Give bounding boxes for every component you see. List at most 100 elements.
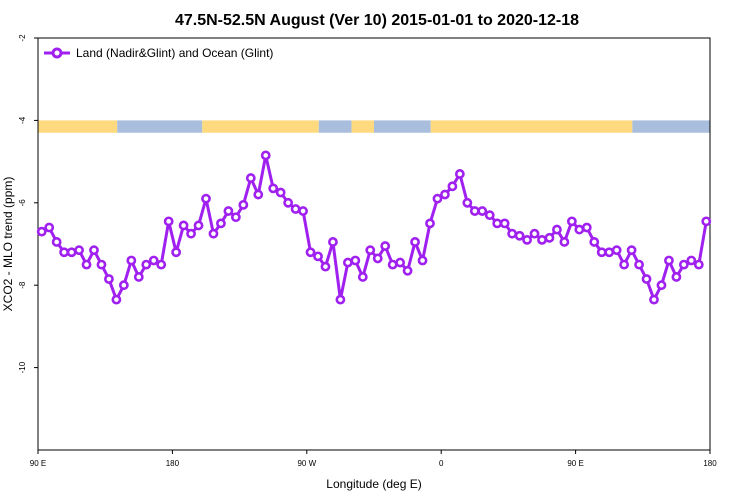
data-point	[634, 259, 644, 270]
band-segment-land	[38, 120, 118, 133]
data-point	[104, 274, 114, 284]
data-point	[328, 237, 338, 247]
data-point	[581, 222, 592, 233]
data-point	[275, 187, 286, 198]
data-point	[51, 237, 62, 247]
y-tick-label: -8	[18, 281, 27, 289]
data-point	[298, 206, 308, 216]
chart-title: 47.5N-52.5N August (Ver 10) 2015-01-01 t…	[175, 12, 579, 29]
data-point	[440, 189, 450, 200]
data-point	[693, 259, 704, 270]
data-point	[290, 204, 301, 214]
legend: Land (Nadir&Glint) and Ocean (Glint)	[44, 46, 273, 60]
data-point	[469, 206, 480, 216]
data-point	[342, 257, 353, 268]
data-point	[462, 197, 473, 208]
data-point	[335, 294, 346, 305]
data-point	[566, 216, 577, 227]
data-point	[59, 247, 70, 258]
data-point	[425, 218, 435, 229]
data-point	[507, 228, 518, 239]
data-point	[402, 265, 413, 276]
data-point	[96, 259, 107, 270]
data-point	[357, 272, 368, 282]
data-point	[678, 259, 689, 270]
data-point	[387, 259, 398, 270]
data-point	[641, 274, 652, 284]
data-point	[238, 199, 249, 210]
data-point	[216, 218, 226, 229]
band-segment-ocean	[374, 120, 431, 133]
data-point	[268, 183, 279, 194]
data-point	[626, 245, 637, 256]
data-point	[686, 255, 697, 266]
data-point	[664, 255, 674, 266]
y-tick-label: -4	[18, 116, 27, 124]
series-layer	[36, 150, 712, 305]
band-segment-land	[202, 120, 319, 133]
data-point	[372, 253, 383, 264]
data-point	[111, 294, 122, 305]
data-point	[529, 228, 540, 239]
data-point	[477, 206, 488, 216]
data-point	[417, 255, 428, 266]
data-point	[432, 193, 443, 204]
y-tick-label: -10	[18, 361, 27, 373]
y-axis: -2 -4 -6 -8 -10	[18, 34, 38, 373]
data-point	[223, 206, 234, 216]
x-tick-label: 90 E	[30, 459, 46, 468]
land-ocean-band	[38, 120, 710, 133]
data-point	[171, 247, 182, 258]
data-point	[365, 245, 376, 256]
data-point	[208, 228, 219, 239]
y-tick-label: -6	[18, 199, 27, 207]
data-point	[671, 272, 682, 282]
data-point	[649, 294, 659, 305]
data-point	[537, 234, 547, 245]
data-point	[611, 245, 622, 256]
data-point	[163, 216, 174, 227]
data-point	[619, 259, 630, 270]
data-point	[44, 222, 55, 233]
data-point	[492, 218, 503, 229]
data-point	[126, 255, 137, 266]
data-point	[574, 224, 585, 235]
data-point	[118, 280, 129, 291]
plot-frame	[37, 37, 711, 451]
data-point	[552, 224, 562, 235]
data-point	[253, 189, 264, 200]
data-point	[89, 245, 99, 256]
band-segment-land	[430, 120, 633, 133]
data-point	[380, 241, 391, 251]
band-segment-land	[351, 120, 374, 133]
x-tick-label: 0	[439, 459, 444, 468]
data-point	[395, 257, 406, 268]
data-point	[656, 280, 667, 291]
data-point	[589, 237, 600, 247]
data-point	[447, 181, 458, 192]
data-point	[484, 210, 495, 221]
data-point	[260, 150, 271, 161]
band-segment-ocean	[632, 120, 710, 133]
x-axis: 90 E 180 90 W 0 90 E 180	[30, 450, 717, 468]
data-point	[410, 237, 420, 247]
y-axis-label: XCO2 - MLO trend (ppm)	[1, 177, 15, 312]
data-point	[36, 226, 47, 237]
data-point	[141, 259, 152, 270]
x-tick-label: 180	[703, 459, 717, 468]
data-point	[230, 212, 241, 223]
data-point	[193, 220, 204, 231]
data-point	[350, 255, 361, 266]
band-segment-ocean	[318, 120, 352, 133]
x-axis-label: Longitude (deg E)	[326, 477, 421, 491]
band-segment-ocean	[117, 120, 203, 133]
data-point	[148, 255, 159, 266]
data-point	[522, 234, 532, 245]
data-point	[178, 220, 189, 231]
data-point	[74, 245, 84, 256]
data-point	[320, 261, 331, 272]
data-point	[66, 247, 77, 258]
data-point	[305, 247, 316, 258]
data-point	[283, 197, 294, 208]
